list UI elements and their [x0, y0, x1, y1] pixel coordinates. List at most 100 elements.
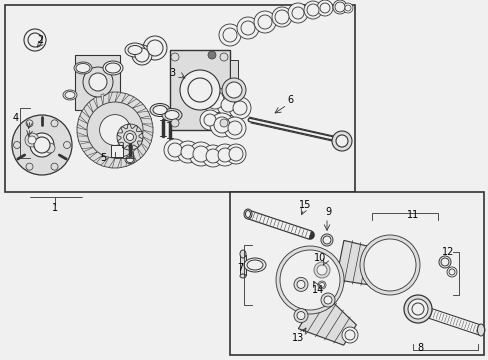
- Circle shape: [220, 53, 227, 61]
- Circle shape: [293, 278, 307, 291]
- Circle shape: [313, 262, 329, 278]
- Polygon shape: [87, 102, 93, 113]
- Circle shape: [147, 40, 163, 56]
- Ellipse shape: [76, 63, 90, 72]
- Circle shape: [316, 0, 332, 16]
- Circle shape: [295, 266, 324, 294]
- Ellipse shape: [246, 260, 263, 270]
- Circle shape: [403, 295, 431, 323]
- Polygon shape: [127, 97, 136, 105]
- Circle shape: [30, 133, 54, 157]
- Bar: [240, 255, 245, 275]
- Circle shape: [316, 265, 326, 275]
- Bar: [111, 145, 123, 157]
- Circle shape: [341, 327, 357, 343]
- Polygon shape: [142, 136, 151, 144]
- Circle shape: [331, 131, 351, 151]
- Circle shape: [89, 73, 107, 91]
- Circle shape: [177, 141, 199, 163]
- Circle shape: [278, 248, 341, 312]
- Circle shape: [319, 3, 329, 13]
- Circle shape: [205, 149, 220, 163]
- Circle shape: [100, 114, 130, 145]
- Circle shape: [126, 134, 133, 141]
- Circle shape: [296, 280, 305, 288]
- Circle shape: [12, 115, 72, 175]
- Circle shape: [189, 142, 213, 166]
- Circle shape: [227, 121, 242, 135]
- Circle shape: [26, 163, 33, 170]
- Ellipse shape: [125, 43, 145, 57]
- Bar: [229, 192, 483, 355]
- Text: 10: 10: [313, 253, 325, 263]
- Circle shape: [123, 131, 136, 143]
- Text: 15: 15: [298, 200, 310, 210]
- Circle shape: [171, 53, 179, 61]
- Ellipse shape: [240, 274, 245, 278]
- Polygon shape: [109, 158, 115, 168]
- Circle shape: [345, 330, 354, 340]
- Circle shape: [28, 136, 36, 144]
- Circle shape: [237, 17, 259, 39]
- Circle shape: [28, 33, 42, 47]
- Text: 3: 3: [168, 68, 175, 78]
- Ellipse shape: [164, 111, 179, 120]
- Circle shape: [142, 36, 167, 60]
- Circle shape: [258, 15, 271, 29]
- Polygon shape: [132, 152, 136, 163]
- Circle shape: [287, 3, 307, 23]
- Circle shape: [224, 117, 245, 139]
- Circle shape: [217, 94, 239, 116]
- Circle shape: [202, 145, 224, 167]
- Circle shape: [374, 250, 404, 280]
- Ellipse shape: [105, 63, 120, 73]
- Ellipse shape: [150, 104, 170, 117]
- Polygon shape: [93, 155, 102, 163]
- Circle shape: [335, 135, 347, 147]
- Circle shape: [293, 309, 307, 323]
- Polygon shape: [101, 157, 108, 166]
- Circle shape: [219, 24, 241, 46]
- Circle shape: [26, 120, 33, 127]
- Polygon shape: [77, 132, 87, 136]
- Circle shape: [180, 70, 220, 110]
- Circle shape: [438, 256, 450, 268]
- Circle shape: [34, 137, 50, 153]
- Circle shape: [77, 92, 153, 168]
- Polygon shape: [142, 124, 153, 127]
- Circle shape: [207, 51, 216, 59]
- Text: 4: 4: [13, 113, 19, 123]
- Circle shape: [225, 144, 245, 164]
- Circle shape: [51, 163, 58, 170]
- Ellipse shape: [245, 211, 250, 217]
- Ellipse shape: [244, 209, 251, 219]
- Polygon shape: [140, 142, 148, 152]
- Polygon shape: [79, 116, 87, 124]
- Circle shape: [232, 101, 246, 115]
- Circle shape: [271, 7, 291, 27]
- Circle shape: [171, 119, 179, 127]
- Circle shape: [163, 139, 185, 161]
- Text: 11: 11: [406, 210, 418, 220]
- Ellipse shape: [128, 45, 142, 54]
- Circle shape: [280, 250, 339, 310]
- Circle shape: [200, 110, 220, 130]
- Circle shape: [446, 267, 456, 277]
- Polygon shape: [101, 94, 104, 105]
- Circle shape: [411, 303, 423, 315]
- Circle shape: [342, 3, 352, 13]
- Circle shape: [345, 5, 350, 11]
- Circle shape: [218, 148, 231, 162]
- Circle shape: [223, 28, 237, 42]
- Polygon shape: [140, 116, 151, 119]
- Polygon shape: [77, 124, 87, 130]
- Polygon shape: [82, 148, 93, 152]
- Text: 9: 9: [324, 207, 330, 217]
- Circle shape: [132, 45, 152, 65]
- Circle shape: [291, 7, 304, 19]
- Circle shape: [214, 117, 229, 133]
- Circle shape: [222, 78, 245, 102]
- Circle shape: [135, 48, 149, 62]
- Circle shape: [228, 147, 243, 161]
- Circle shape: [193, 146, 208, 162]
